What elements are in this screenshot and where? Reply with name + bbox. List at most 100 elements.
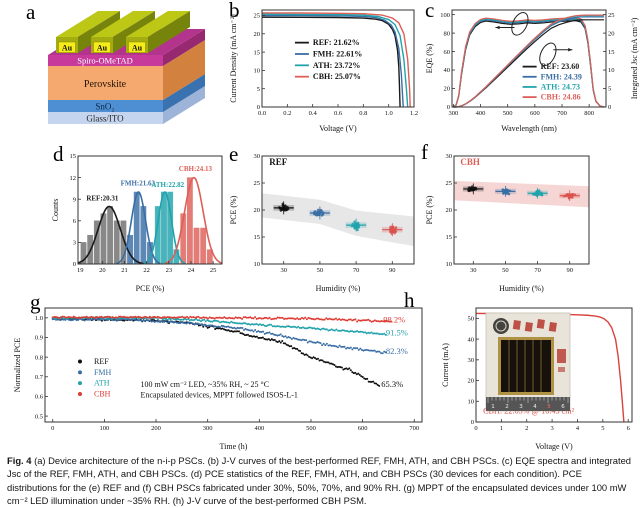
scatter-dot — [235, 322, 238, 325]
scatter-dot — [381, 320, 384, 323]
scatter-dot — [140, 319, 143, 322]
svg-text:200: 200 — [151, 425, 161, 432]
scatter-dot — [312, 318, 315, 321]
scatter-dot — [364, 331, 367, 334]
scatter-dot — [187, 316, 190, 319]
scatter-dot — [51, 316, 54, 319]
scatter-dot — [321, 213, 325, 216]
svg-text:25: 25 — [446, 180, 453, 187]
scatter-dot — [215, 325, 218, 328]
scatter-dot — [242, 333, 245, 336]
scatter-dot — [117, 319, 120, 322]
scatter-dot — [126, 316, 129, 319]
scatter-dot — [257, 323, 260, 326]
scatter-dot — [228, 321, 231, 324]
scatter-dot — [540, 191, 543, 195]
scatter-dot — [367, 318, 370, 321]
scatter-dot — [340, 366, 343, 369]
scatter-dot — [67, 316, 70, 319]
au-top-face — [126, 11, 190, 37]
scatter-dot — [236, 322, 239, 325]
scatter-dot — [118, 315, 121, 318]
scatter-dot — [223, 321, 226, 324]
svg-text:0: 0 — [73, 261, 76, 268]
scatter-dot — [324, 328, 327, 331]
scatter-dot — [80, 316, 83, 319]
legend-swatch — [77, 359, 82, 364]
scatter-dot — [173, 316, 176, 319]
scatter-dot — [241, 332, 244, 335]
scatter-dot — [276, 341, 279, 344]
scatter-dot — [311, 341, 314, 344]
svg-text:70: 70 — [534, 267, 541, 274]
gaussian-fit — [143, 191, 186, 265]
au-side-face — [148, 11, 190, 53]
scatter-dot — [283, 318, 286, 321]
scatter-dot — [172, 317, 175, 320]
svg-text:10: 10 — [254, 261, 261, 268]
scatter-dot — [113, 319, 116, 322]
scatter-dot — [165, 316, 168, 319]
scatter-dot — [312, 356, 315, 359]
scatter-dot — [356, 347, 359, 350]
series-line — [453, 20, 605, 108]
scatter-dot — [352, 372, 355, 375]
scatter-dot — [337, 365, 340, 368]
scatter-dot — [174, 316, 177, 319]
scatter-dot — [319, 210, 323, 213]
scatter-dot — [239, 326, 242, 329]
svg-text:1: 1 — [491, 404, 495, 410]
scatter-dot — [263, 324, 266, 327]
scatter-dot — [279, 333, 282, 336]
scatter-dot — [114, 316, 117, 319]
scatter-dot — [376, 350, 379, 353]
scatter-dot — [179, 318, 182, 321]
scatter-dot — [375, 320, 378, 323]
legend-label: REF: 21.62% — [313, 38, 360, 47]
scatter-dot — [70, 319, 73, 322]
scatter-dot — [262, 323, 265, 326]
scatter-dot — [155, 316, 158, 319]
series-line — [453, 19, 605, 108]
scatter-dot — [160, 317, 163, 320]
svg-text:0: 0 — [474, 425, 477, 432]
scatter-dot — [341, 329, 344, 332]
scatter-dot — [180, 321, 183, 324]
au-electrode: Au — [126, 11, 190, 53]
scatter-dot — [142, 319, 145, 322]
scatter-dot — [354, 371, 357, 374]
scatter-dot — [139, 319, 142, 322]
glass-front-face — [48, 112, 163, 124]
scatter-dot — [161, 316, 164, 319]
scatter-dot — [222, 320, 225, 323]
scatter-dot — [327, 344, 330, 347]
svg-text:15: 15 — [254, 49, 261, 56]
scatter-dot — [320, 318, 323, 321]
scatter-dot — [346, 319, 349, 322]
scatter-dot — [243, 321, 246, 324]
scatter-dot — [75, 319, 78, 322]
scatter-dot — [204, 324, 207, 327]
scatter-dot — [172, 321, 175, 324]
svg-text:0: 0 — [471, 419, 474, 426]
scatter-dot — [279, 316, 282, 319]
scatter-dot — [272, 339, 275, 342]
series-line — [261, 16, 401, 108]
annotation: CBH:24.13 — [179, 165, 213, 173]
scatter-dot — [296, 348, 299, 351]
scatter-dot — [345, 367, 348, 370]
scatter-dot — [119, 315, 122, 318]
scatter-dot — [136, 319, 139, 322]
scatter-dot — [140, 316, 143, 319]
scatter-dot — [54, 317, 57, 320]
y-axis-label: PCE (%) — [229, 195, 238, 224]
scatter-dot — [304, 316, 307, 319]
scatter-dot — [322, 318, 325, 321]
scatter-dot — [155, 320, 158, 323]
scatter-dot — [137, 319, 140, 322]
scatter-dot — [260, 336, 263, 339]
scatter-dot — [214, 319, 217, 322]
scatter-dot — [62, 317, 65, 320]
svg-text:600: 600 — [358, 425, 368, 432]
panel-letter-a: a — [26, 0, 36, 24]
